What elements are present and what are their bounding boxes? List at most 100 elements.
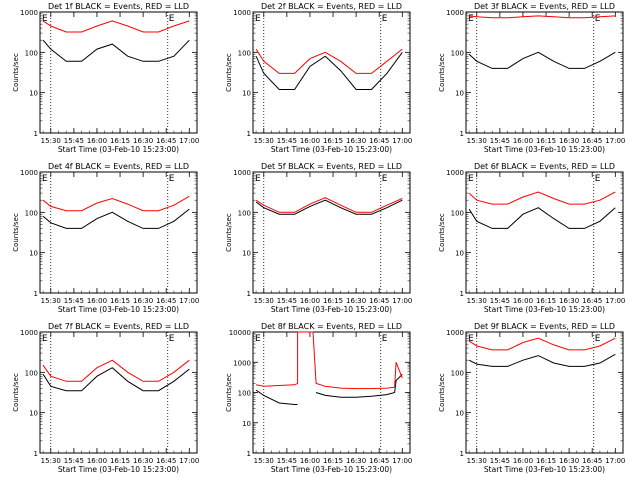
chart-panel-2: Det 2f BLACK = Events, RED = LLD 1 10 100 10… [225,2,412,154]
x-tick-label: 16:45 [369,137,389,145]
x-axis-label: Start Time (03-Feb-10 15:23:00) [484,145,605,154]
x-tick-label: 15:30 [467,457,487,465]
y-tick-label: 1 [34,450,38,458]
x-tick-label: 15:45 [277,297,297,305]
series-line-lld [256,331,403,390]
plot-frame [252,171,411,294]
y-axis-label: Counts/sec [438,373,446,412]
e-marker-left: E [468,174,474,184]
e-marker-left: E [42,14,48,24]
y-tick-label: 10 [242,90,251,98]
x-tick-label: 16:45 [156,137,176,145]
x-tick-label: 17:00 [179,297,199,305]
x-axis-label: Start Time (03-Feb-10 15:23:00) [58,145,179,154]
series-line-events [255,52,403,90]
e-marker-left: E [255,174,261,184]
y-tick-label: 10 [455,250,464,258]
y-tick-label: 1000 [20,329,38,337]
x-tick-label: 16:30 [559,137,579,145]
plot-frame [39,171,198,294]
x-tick-label: 16:30 [559,297,579,305]
y-tick-label: 1000 [20,9,38,17]
series-line-lld [255,48,403,74]
y-axis-label: Counts/sec [12,373,20,412]
x-tick-label: 15:45 [490,137,510,145]
x-tick-label: 17:00 [179,457,199,465]
y-tick-label: 1000 [233,9,251,17]
series-line-lld [42,20,190,33]
y-tick-label: 1000 [446,169,464,177]
x-tick-label: 15:30 [254,137,274,145]
chart-panel-9: Det 9f BLACK = Events, RED = LLD 1 10 100 10… [438,322,625,474]
x-tick-label: 16:45 [582,457,602,465]
x-tick-label: 15:45 [490,297,510,305]
x-tick-label: 16:30 [346,297,366,305]
e-marker-right: E [169,334,175,344]
x-tick-label: 16:00 [87,457,107,465]
x-tick-label: 16:00 [300,137,320,145]
y-tick-label: 100 [25,209,38,217]
x-tick-label: 16:30 [133,297,153,305]
y-tick-label: 10 [29,90,38,98]
chart-panel-7: Det 7f BLACK = Events, RED = LLD 1 10 100 10… [12,322,199,474]
x-tick-label: 15:45 [490,457,510,465]
chart-title: Det 7f BLACK = Events, RED = LLD [48,322,189,331]
y-axis-label: Counts/sec [12,213,20,252]
x-tick-label: 16:30 [346,137,366,145]
plot-frame [252,11,411,134]
x-tick-label: 15:45 [277,137,297,145]
e-marker-right: E [169,174,175,184]
x-tick-label: 16:00 [513,457,533,465]
y-tick-label: 1 [247,290,251,298]
y-tick-label: 1000 [446,329,464,337]
series-line-events [42,39,190,62]
y-axis-label: Counts/sec [225,373,233,412]
x-axis-label: Start Time (03-Feb-10 15:23:00) [271,305,392,314]
x-tick-label: 16:45 [156,457,176,465]
series-line-events [255,389,298,405]
y-tick-label: 100 [238,49,251,57]
x-axis-label: Start Time (03-Feb-10 15:23:00) [58,465,179,474]
y-tick-label: 100 [25,49,38,57]
series-line-events [468,353,616,367]
y-tick-label: 100 [451,209,464,217]
x-tick-label: 17:00 [605,137,625,145]
y-tick-label: 1000 [446,9,464,17]
y-tick-label: 1 [460,130,464,138]
x-tick-label: 15:45 [277,457,297,465]
y-tick-label: 100 [451,369,464,377]
e-marker-right: E [382,174,388,184]
chart-title: Det 1f BLACK = Events, RED = LLD [48,2,189,11]
series-line-events [255,199,403,215]
y-tick-label: 1 [34,290,38,298]
x-tick-label: 16:00 [87,297,107,305]
x-axis-label: Start Time (03-Feb-10 15:23:00) [484,305,605,314]
x-tick-label: 17:00 [392,297,412,305]
plot-frame [39,11,198,134]
chart-title: Det 8f BLACK = Events, RED = LLD [261,322,402,331]
x-tick-label: 16:30 [133,457,153,465]
e-marker-right: E [595,334,601,344]
x-axis-label: Start Time (03-Feb-10 15:23:00) [271,465,392,474]
chart-panel-5: Det 5f BLACK = Events, RED = LLD 1 10 100 10… [225,162,412,314]
chart-panel-3: Det 3f BLACK = Events, RED = LLD 1 10 100 10… [438,2,625,154]
y-axis-label: Counts/sec [225,53,233,92]
x-tick-label: 16:15 [110,457,130,465]
y-tick-label: 1000 [233,169,251,177]
e-marker-left: E [255,14,261,24]
x-tick-label: 16:30 [559,457,579,465]
y-tick-label: 1 [247,130,251,138]
x-tick-label: 16:00 [300,297,320,305]
x-tick-label: 16:00 [513,297,533,305]
series-line-lld [255,197,403,213]
chart-panel-1: Det 1f BLACK = Events, RED = LLD 1 10 100 10… [12,2,199,154]
x-tick-label: 16:45 [582,297,602,305]
x-tick-label: 17:00 [392,457,412,465]
y-axis-label: Counts/sec [438,53,446,92]
y-tick-label: 10 [242,250,251,258]
series-line-lld [468,337,616,351]
x-tick-label: 15:30 [41,137,61,145]
y-tick-label: 1 [460,290,464,298]
x-tick-label: 16:30 [133,137,153,145]
